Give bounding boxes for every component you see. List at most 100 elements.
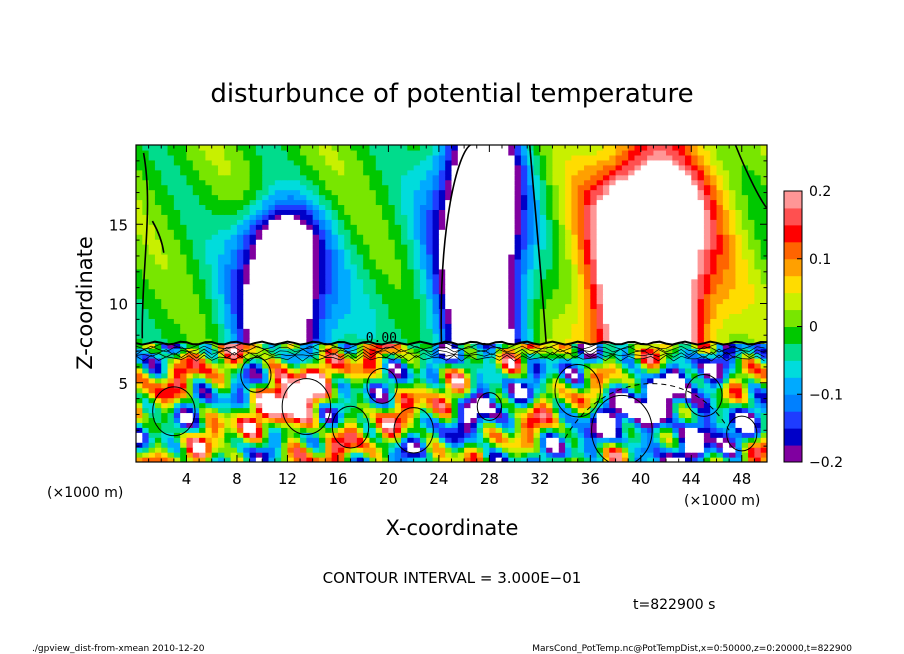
field-cell: [754, 219, 762, 225]
field-cell: [445, 382, 453, 389]
field-cell: [167, 412, 175, 419]
field-cell: [539, 239, 547, 245]
field-cell: [192, 214, 200, 220]
field-cell: [388, 308, 396, 314]
field-cell: [363, 412, 371, 419]
field-cell: [382, 268, 389, 275]
field-cell: [419, 318, 427, 324]
field-cell: [514, 377, 522, 384]
field-cell: [539, 387, 547, 394]
field-cell: [236, 253, 244, 260]
field-cell: [464, 288, 472, 295]
field-cell: [173, 258, 181, 265]
field-cell: [199, 273, 207, 280]
field-cell: [218, 432, 225, 438]
field-cell: [735, 452, 743, 458]
field-cell: [199, 313, 207, 319]
field-cell: [571, 338, 579, 344]
field-cell: [388, 258, 396, 265]
field-cell: [293, 452, 301, 458]
field-cell: [236, 387, 244, 394]
field-cell: [666, 457, 673, 462]
field-cell: [344, 437, 352, 443]
field-cell: [495, 377, 503, 384]
field-cell: [268, 412, 276, 419]
field-cell: [369, 308, 377, 314]
field-cell: [236, 283, 244, 290]
field-cell: [476, 249, 484, 255]
field-cell: [438, 447, 446, 453]
field-cell: [224, 427, 232, 433]
field-cell: [268, 442, 276, 448]
field-cell: [243, 447, 251, 453]
field-cell: [161, 372, 169, 379]
field-cell: [318, 239, 326, 245]
field-cell: [590, 382, 598, 389]
field-cell: [691, 219, 699, 225]
field-cell: [596, 239, 604, 245]
field-cell: [312, 447, 320, 453]
field-cell: [514, 417, 522, 423]
field-cell: [533, 328, 541, 334]
field-cell: [464, 303, 472, 310]
field-cell: [281, 353, 289, 359]
field-cell: [684, 447, 692, 453]
field-cell: [659, 273, 667, 280]
field-cell: [653, 288, 661, 295]
field-cell: [419, 214, 427, 220]
field-cell: [300, 377, 307, 384]
field-cell: [161, 234, 169, 240]
field-cell: [735, 308, 743, 314]
field-cell: [684, 353, 692, 359]
field-cell: [533, 353, 541, 359]
field-cell: [514, 253, 522, 260]
field-cell: [640, 457, 648, 462]
field-cell: [457, 224, 465, 230]
field-cell: [394, 397, 402, 404]
field-cell: [167, 377, 175, 384]
field-cell: [148, 432, 156, 438]
field-cell: [218, 382, 225, 389]
field-cell: [300, 457, 307, 462]
field-cell: [464, 318, 472, 324]
field-cell: [697, 258, 705, 265]
field-cell: [401, 268, 408, 275]
field-cell: [520, 273, 528, 280]
field-cell: [337, 313, 345, 319]
field-cell: [653, 283, 661, 290]
field-cell: [684, 268, 692, 275]
field-cell: [628, 447, 636, 453]
field-cell: [224, 214, 232, 220]
field-cell: [558, 298, 566, 305]
field-cell: [489, 348, 497, 354]
field-cell: [741, 229, 749, 235]
field-cell: [609, 357, 617, 364]
field-cell: [394, 392, 402, 399]
field-cell: [293, 308, 301, 314]
field-cell: [602, 239, 610, 245]
field-cell: [363, 263, 371, 270]
field-cell: [369, 447, 377, 453]
field-cell: [754, 273, 762, 280]
field-cell: [306, 278, 314, 285]
field-cell: [337, 328, 345, 334]
field-cell: [634, 357, 642, 364]
field-cell: [394, 313, 402, 319]
field-cell: [666, 268, 673, 275]
field-cell: [274, 318, 282, 324]
field-cell: [647, 258, 655, 265]
field-cell: [729, 283, 737, 290]
field-cell: [375, 229, 383, 235]
field-cell: [167, 234, 175, 240]
field-cell: [470, 392, 478, 399]
field-cell: [609, 308, 617, 314]
field-cell: [154, 432, 162, 438]
field-cell: [520, 407, 528, 414]
field-cell: [154, 288, 162, 295]
field-cell: [741, 234, 749, 240]
field-cell: [577, 298, 585, 305]
field-cell: [148, 258, 156, 265]
field-cell: [205, 412, 213, 419]
field-cell: [419, 229, 427, 235]
field-cell: [451, 303, 459, 310]
